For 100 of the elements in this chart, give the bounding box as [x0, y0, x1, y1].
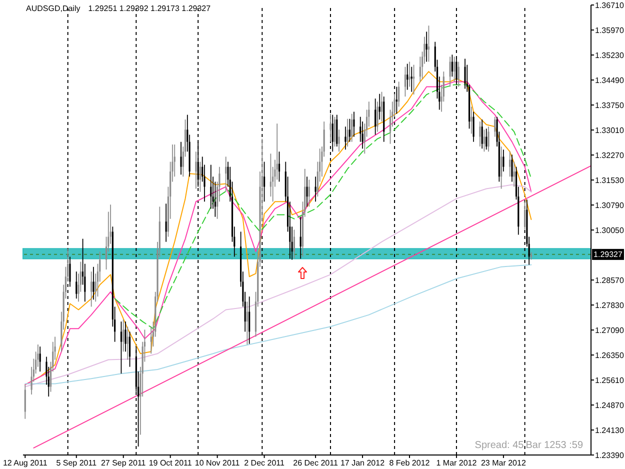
candlestick [90, 271, 92, 308]
candlestick [509, 151, 511, 178]
candlestick [458, 61, 460, 88]
candlestick [308, 179, 310, 208]
y-tick-label: 1.31530 [595, 176, 624, 185]
y-tick-label: 1.33010 [595, 126, 624, 135]
y-tick-label: 1.24130 [595, 426, 624, 435]
candlestick [225, 156, 227, 192]
candlestick [199, 161, 202, 192]
candlestick [165, 203, 167, 242]
y-tick-label: 1.30790 [595, 200, 624, 210]
y-tick-label: 1.35230 [595, 50, 624, 60]
candlestick [180, 141, 182, 176]
y-tick-label: 1.24870 [595, 400, 624, 410]
candlestick [76, 271, 78, 300]
candlestick [449, 56, 451, 88]
annotation: Spread: 45 [474, 440, 524, 452]
ref-line-label: 1.29327 [594, 250, 624, 260]
candlestick [511, 154, 513, 182]
candlestick [39, 346, 41, 372]
x-tick-label: 12 Aug 2011 [2, 458, 48, 468]
x-tick-label: 19 Oct 2011 [148, 458, 192, 468]
candlestick [122, 319, 124, 352]
line-series [24, 184, 532, 388]
candlestick [293, 229, 295, 260]
y-tick-label: 1.33750 [595, 100, 624, 110]
candlestick [486, 128, 488, 150]
candlestick [398, 81, 400, 108]
x-tick-label: 2 Dec 2011 [244, 458, 286, 468]
y-tick-label: 1.25610 [595, 376, 624, 385]
y-tick-label: 1.36710 [595, 0, 624, 10]
x-tick-label: 27 Sep 2011 [100, 458, 146, 468]
candlestick [404, 66, 406, 98]
line-series [24, 264, 532, 384]
candlestick [348, 118, 351, 142]
candlestick [210, 164, 212, 210]
candlestick [120, 321, 122, 374]
candlestick [479, 121, 481, 148]
candlestick [128, 331, 131, 368]
candlestick [481, 119, 483, 150]
candlestick [248, 296, 250, 344]
candlestick [300, 216, 302, 260]
candlestick [451, 54, 454, 78]
x-tick-label: 17 Jan 2012 [340, 458, 386, 468]
candlestick [494, 116, 496, 138]
candlestick [488, 126, 490, 152]
candlestick [362, 121, 364, 150]
y-tick-label: 1.23390 [595, 450, 624, 460]
candlestick [306, 176, 308, 208]
chart-subtitle: 1.29251 1.29392 1.29173 1.29327 [88, 4, 211, 13]
candlestick [374, 98, 376, 136]
x-tick-label: 26 Dec 2011 [293, 458, 338, 468]
y-tick-label: 1.35970 [595, 26, 624, 35]
candlestick [314, 176, 316, 202]
candlestick [174, 144, 176, 178]
candlestick [428, 25, 430, 62]
y-tick-label: 1.27090 [595, 326, 624, 335]
candlestick [376, 101, 378, 132]
y-tick-label: 1.27830 [595, 300, 624, 310]
y-tick-label: 1.26350 [595, 350, 624, 360]
candlestick [524, 201, 526, 230]
candlestick [472, 111, 474, 142]
candlestick [263, 161, 266, 202]
candlestick [92, 266, 94, 300]
x-tick-label: 10 Nov 2011 [194, 458, 240, 468]
annotation: Bar 1253 :59 [526, 440, 583, 452]
candlestick [344, 126, 346, 150]
candlestick [195, 151, 197, 190]
x-tick-label: 1 Mar 2012 [436, 458, 478, 468]
y-tick-label: 1.32270 [595, 150, 624, 160]
candlestick [513, 161, 515, 188]
candlestick [338, 129, 340, 152]
candlestick [470, 106, 472, 134]
candlestick [500, 146, 502, 190]
candlestick [270, 153, 272, 198]
candlestick [330, 113, 332, 142]
chart-title: AUDSGD,Daily [26, 4, 80, 13]
candlestick [464, 58, 466, 90]
candlestick [124, 321, 126, 352]
candlestick [454, 56, 456, 82]
y-tick-label: 1.28570 [595, 276, 624, 285]
x-tick-label: 23 Mar 2012 [480, 458, 526, 468]
y-tick-label: 1.34490 [595, 76, 624, 85]
line-series [114, 84, 532, 330]
candlestick [334, 116, 336, 148]
candlestick [406, 63, 408, 90]
candlestick [351, 113, 353, 142]
candlestick [502, 149, 504, 172]
candlestick [483, 129, 486, 152]
candlestick [412, 64, 415, 95]
candlestick [353, 111, 355, 138]
candlestick [408, 61, 410, 88]
x-tick-label: 8 Feb 2012 [389, 458, 430, 468]
candlestick [24, 384, 26, 420]
candlestick [246, 301, 248, 345]
candlestick [380, 91, 383, 122]
candlestick [346, 118, 348, 148]
y-tick-label: 1.30050 [595, 226, 624, 235]
candlestick [278, 151, 280, 182]
candlestick [126, 326, 128, 360]
